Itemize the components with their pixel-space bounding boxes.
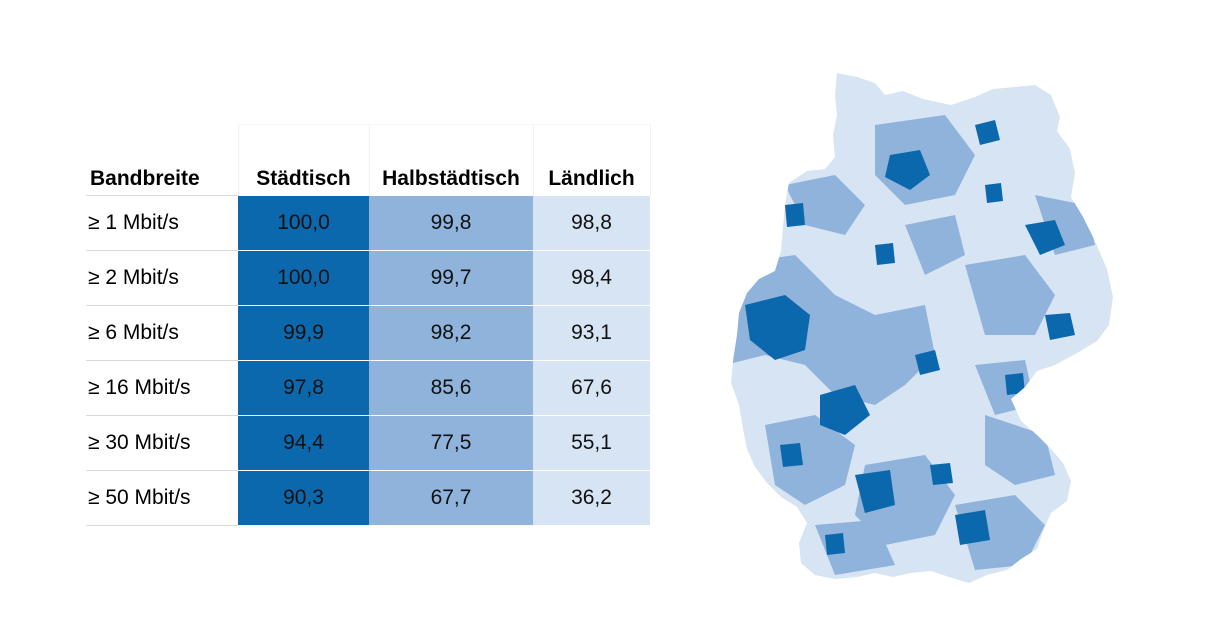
row-label: ≥ 1 Mbit/s xyxy=(86,195,238,251)
cell-rural: 55,1 xyxy=(533,415,650,471)
table-row: ≥ 1 Mbit/s 100,0 99,8 98,8 xyxy=(86,195,650,251)
table-row: ≥ 6 Mbit/s 99,9 98,2 93,1 xyxy=(86,305,650,361)
cell-rural: 98,4 xyxy=(533,250,650,306)
column-header-halbstaedtisch: Halbstädtisch xyxy=(369,124,534,196)
cell-rural: 98,8 xyxy=(533,195,650,251)
urban-region-icon xyxy=(745,120,1075,555)
cell-urban: 97,8 xyxy=(238,360,369,416)
row-label: ≥ 30 Mbit/s xyxy=(86,415,238,471)
row-label: ≥ 50 Mbit/s xyxy=(86,470,238,526)
cell-semi-urban: 99,7 xyxy=(369,250,533,306)
cell-semi-urban: 85,6 xyxy=(369,360,533,416)
cell-semi-urban: 99,8 xyxy=(369,195,533,251)
cell-urban: 100,0 xyxy=(238,250,369,306)
row-label: ≥ 6 Mbit/s xyxy=(86,305,238,361)
cell-semi-urban: 77,5 xyxy=(369,415,533,471)
cell-urban: 90,3 xyxy=(238,470,369,526)
bandwidth-table: Bandbreite Städtisch Halbstädtisch Ländl… xyxy=(86,124,651,526)
table-row: ≥ 30 Mbit/s 94,4 77,5 55,1 xyxy=(86,415,650,471)
table-row: ≥ 16 Mbit/s 97,8 85,6 67,6 xyxy=(86,360,650,416)
table-row: ≥ 50 Mbit/s 90,3 67,7 36,2 xyxy=(86,470,650,526)
column-header-laendlich: Ländlich xyxy=(533,124,651,196)
column-header-bandbreite: Bandbreite xyxy=(86,124,239,196)
cell-urban: 99,9 xyxy=(238,305,369,361)
germany-map-icon xyxy=(731,73,1113,583)
cell-rural: 36,2 xyxy=(533,470,650,526)
cell-semi-urban: 67,7 xyxy=(369,470,533,526)
cell-rural: 67,6 xyxy=(533,360,650,416)
bandwidth-table-container: Bandbreite Städtisch Halbstädtisch Ländl… xyxy=(86,124,651,526)
table-row: ≥ 2 Mbit/s 100,0 99,7 98,4 xyxy=(86,250,650,306)
row-label: ≥ 2 Mbit/s xyxy=(86,250,238,306)
column-header-staedtisch: Städtisch xyxy=(238,124,370,196)
row-label: ≥ 16 Mbit/s xyxy=(86,360,238,416)
cell-semi-urban: 98,2 xyxy=(369,305,533,361)
table-header-row: Bandbreite Städtisch Halbstädtisch Ländl… xyxy=(86,124,651,196)
cell-urban: 100,0 xyxy=(238,195,369,251)
cell-rural: 93,1 xyxy=(533,305,650,361)
cell-urban: 94,4 xyxy=(238,415,369,471)
